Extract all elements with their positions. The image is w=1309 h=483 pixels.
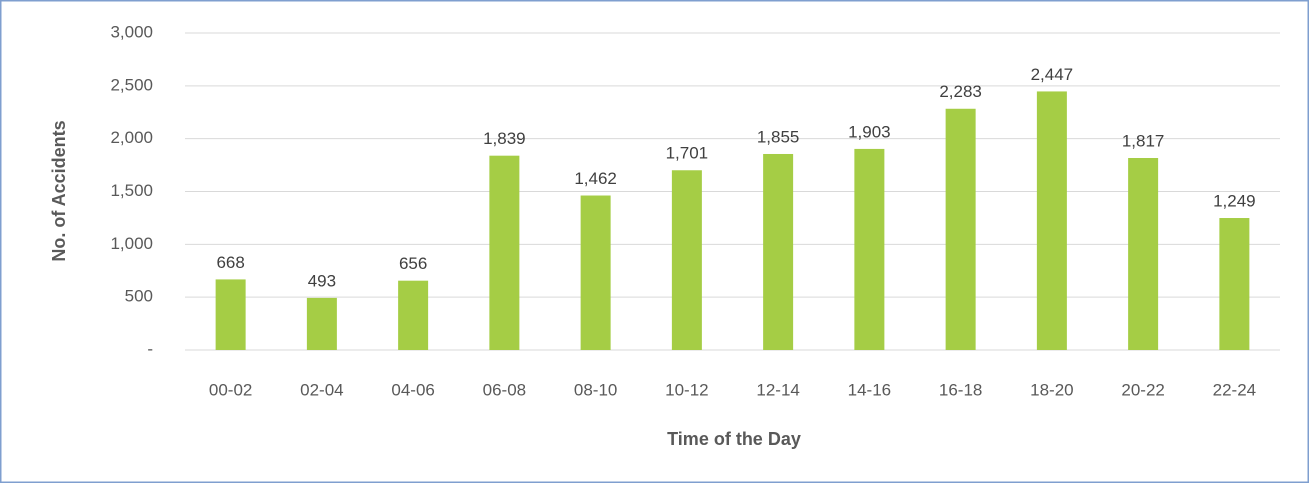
value-label: 1,701 [666,144,709,163]
x-tick-label: 14-16 [848,380,891,399]
bar [1036,91,1067,351]
x-tick-label: 18-20 [1030,380,1073,399]
y-tick-label: 500 [125,287,153,306]
y-tick-label: 2,000 [110,128,153,147]
x-axis-title: Time of the Day [667,429,801,449]
x-tick-label: 16-18 [939,380,982,399]
x-tick-label: 10-12 [665,380,708,399]
x-tick-label: 00-02 [209,380,252,399]
value-label: 1,462 [574,169,617,188]
x-tick-label: 20-22 [1121,380,1164,399]
y-tick-label: 3,000 [110,22,153,41]
value-label: 1,817 [1122,131,1165,150]
x-tick-label: 02-04 [300,380,343,399]
y-tick-label: 1,000 [110,234,153,253]
x-tick-label: 06-08 [483,380,526,399]
x-tick-label: 22-24 [1213,380,1256,399]
x-tick-label: 04-06 [391,380,434,399]
bar [398,280,429,350]
bar [580,195,611,350]
value-label: 668 [216,253,244,272]
value-label: 2,283 [939,82,982,101]
y-tick-label: 1,500 [110,181,153,200]
y-axis-title: No. of Accidents [49,120,69,261]
bar [945,108,976,350]
bar [489,155,520,350]
bar [854,148,885,350]
bar [1219,218,1250,350]
y-tick-label: - [147,339,153,358]
bar [671,170,702,350]
x-tick-label: 12-14 [756,380,799,399]
value-label: 1,855 [757,127,800,146]
value-label: 1,839 [483,129,526,148]
y-tick-label: 2,500 [110,75,153,94]
x-tick-label: 08-10 [574,380,617,399]
bar [306,297,337,350]
value-label: 1,249 [1213,192,1256,211]
value-label: 656 [399,254,427,273]
bar [215,279,246,350]
value-label: 2,447 [1031,65,1074,84]
bar [763,153,794,350]
bar [1128,158,1159,350]
value-label: 493 [308,271,336,290]
value-label: 1,903 [848,122,891,141]
